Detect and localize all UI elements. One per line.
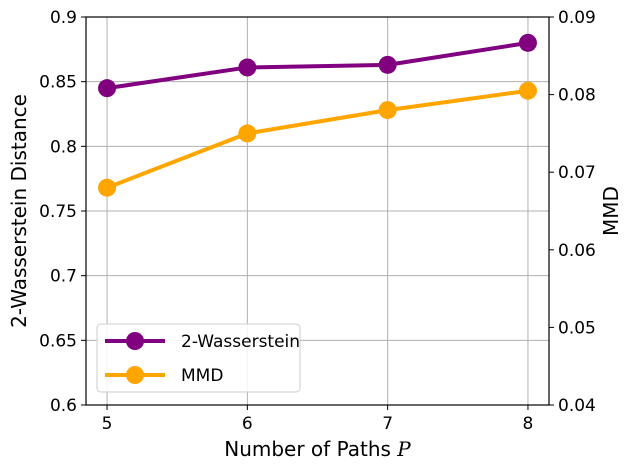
x-tick-label: 5 [102,414,113,434]
y-tick-label: 0.7 [50,267,77,287]
y-tick-label: 0.75 [39,202,77,222]
legend-marker-2-wasserstein [126,332,144,350]
data-point-mmd [98,178,117,197]
y-tick-label: 0.8 [50,137,77,157]
legend-item-mmd: MMD [105,366,223,386]
data-point-2-wasserstein [518,33,537,52]
x-tick-label: 7 [382,414,393,434]
y-tick-label: 0.85 [39,73,77,93]
y2-axis-title: MMD [599,186,623,236]
x-tick-label: 6 [242,414,253,434]
legend-item-2-wasserstein: 2-Wasserstein [105,332,300,352]
legend-label-2-wasserstein: 2-Wasserstein [181,332,300,352]
series-line-2-wasserstein [106,40,529,91]
legend-marker-mmd [126,366,144,384]
data-point-mmd [378,101,397,120]
data-point-2-wasserstein [238,58,257,77]
data-point-mmd [518,81,537,100]
y-tick-label: 0.9 [50,8,77,28]
y-tick-label: 0.6 [50,396,77,416]
y2-tick-label: 0.05 [558,318,596,338]
series-2-wasserstein [98,33,537,98]
x-axis-title: Number of Paths P [224,437,411,461]
x-tick-label: 8 [523,414,534,434]
y2-tick-label: 0.09 [558,8,596,28]
data-point-2-wasserstein [378,55,397,74]
y2-tick-label: 0.04 [558,396,596,416]
ticks: 5 6 7 8 0.6 0.65 0.7 0.75 0.8 0.85 0.9 0.04 0.05 0.06… [39,8,596,434]
y2-tick-label: 0.07 [558,163,596,183]
data-point-mmd [238,124,257,143]
series-layer [98,33,537,197]
data-point-2-wasserstein [98,79,117,98]
series-mmd [98,81,537,197]
y2-tick-label: 0.08 [558,86,596,106]
y2-tick-label: 0.06 [558,241,596,261]
series-line-mmd [106,88,529,190]
y-tick-label: 0.65 [39,331,77,351]
legend: 2-Wasserstein MMD [96,323,301,393]
legend-label-mmd: MMD [181,366,223,386]
y-axis-title: 2-Wasserstein Distance [7,94,31,328]
